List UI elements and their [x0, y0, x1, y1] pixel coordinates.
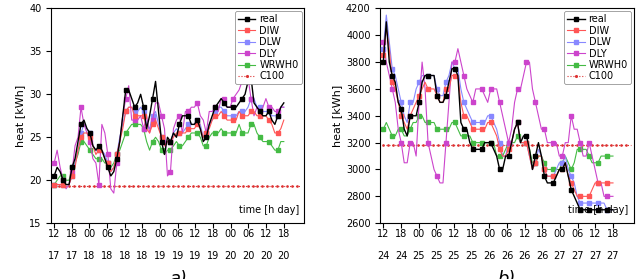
Text: 27: 27: [554, 251, 566, 261]
Text: 26: 26: [483, 251, 495, 261]
Text: 25: 25: [448, 251, 460, 261]
Text: 18: 18: [136, 251, 148, 261]
Text: 27: 27: [572, 251, 584, 261]
Text: 20: 20: [260, 251, 273, 261]
Text: 26: 26: [536, 251, 548, 261]
Text: 20: 20: [243, 251, 255, 261]
Text: 26: 26: [518, 251, 531, 261]
Text: 19: 19: [172, 251, 184, 261]
Text: 19: 19: [154, 251, 166, 261]
Text: 18: 18: [101, 251, 113, 261]
Text: time [h day]: time [h day]: [239, 205, 300, 215]
Text: 18: 18: [83, 251, 95, 261]
Text: 25: 25: [412, 251, 425, 261]
Text: 17: 17: [48, 251, 60, 261]
Legend: real, DIW, DLW, DLY, WRWH0, C100: real, DIW, DLW, DLY, WRWH0, C100: [564, 11, 630, 85]
Text: a): a): [169, 270, 187, 279]
Text: 19: 19: [189, 251, 202, 261]
Text: 26: 26: [501, 251, 513, 261]
Text: 24: 24: [377, 251, 390, 261]
Text: 20: 20: [278, 251, 290, 261]
Text: 27: 27: [607, 251, 620, 261]
Text: 24: 24: [395, 251, 407, 261]
Text: 17: 17: [66, 251, 78, 261]
Text: 20: 20: [225, 251, 237, 261]
Text: 19: 19: [207, 251, 220, 261]
Text: 25: 25: [465, 251, 478, 261]
Text: time [h day]: time [h day]: [568, 205, 628, 215]
Text: 27: 27: [589, 251, 602, 261]
Legend: real, DIW, DLW, DLY, WRWH0, C100: real, DIW, DLW, DLY, WRWH0, C100: [235, 11, 301, 85]
Text: 18: 18: [118, 251, 131, 261]
Y-axis label: heat [kWh]: heat [kWh]: [332, 85, 342, 147]
Text: b): b): [498, 270, 516, 279]
Y-axis label: heat [kWh]: heat [kWh]: [15, 85, 25, 147]
Text: 25: 25: [430, 251, 443, 261]
